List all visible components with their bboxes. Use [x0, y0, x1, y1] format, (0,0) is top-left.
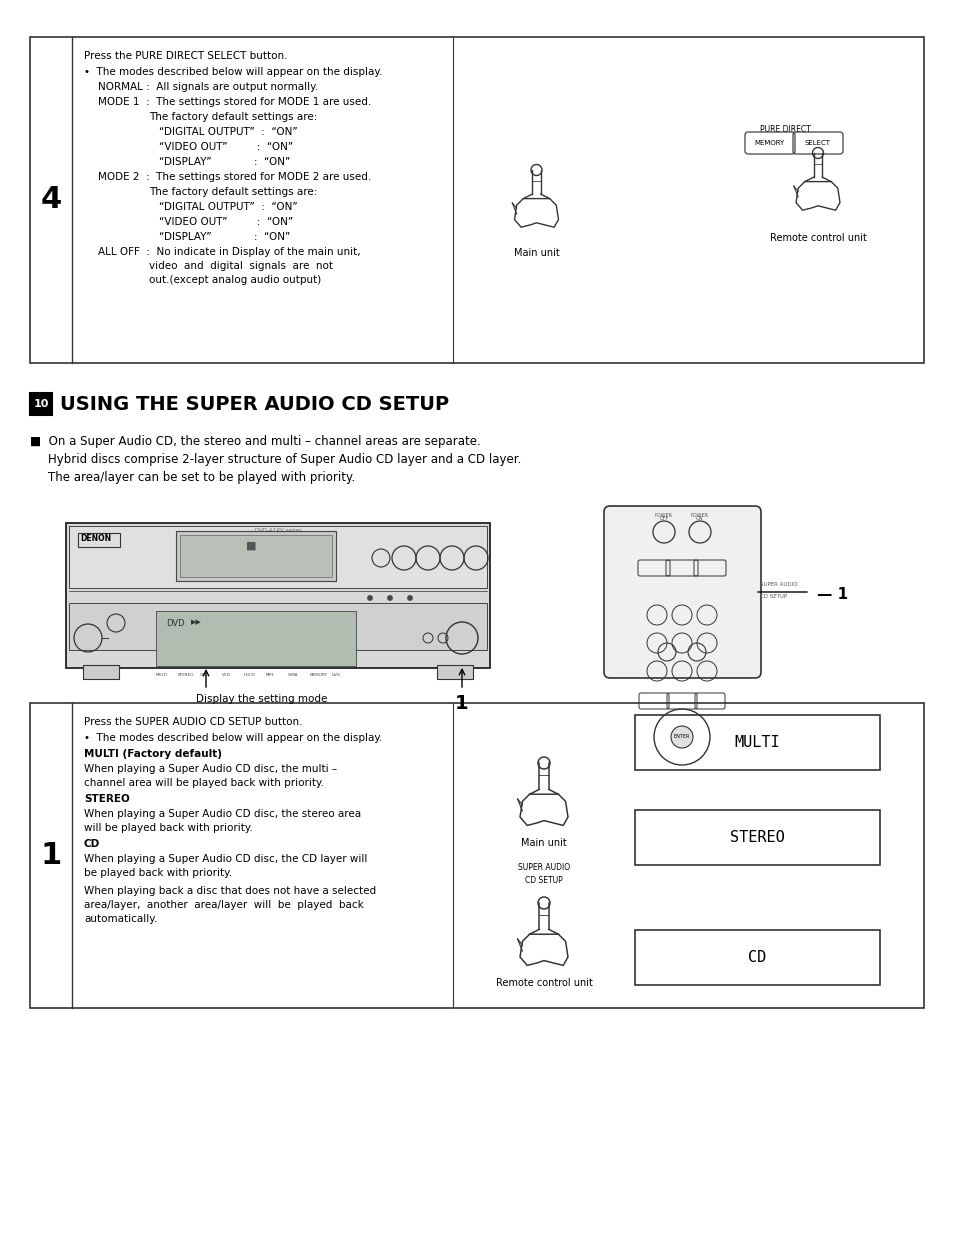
Bar	[635, 930, 879, 985]
Bar	[156, 611, 355, 666]
Bar	[30, 37, 923, 362]
Text: ■: ■	[246, 541, 256, 550]
Text: POWER: POWER	[690, 513, 708, 518]
Text: Hybrid discs comprise 2-layer structure of Super Audio CD layer and a CD layer.: Hybrid discs comprise 2-layer structure …	[48, 453, 521, 466]
Text: VCD: VCD	[222, 673, 231, 677]
Text: “DIGITAL OUTPUT”  :  “ON”: “DIGITAL OUTPUT” : “ON”	[159, 202, 297, 212]
Bar	[175, 531, 335, 581]
Text: Main unit: Main unit	[520, 837, 566, 849]
Text: 4: 4	[40, 186, 62, 214]
Text: NORMAL :  All signals are output normally.: NORMAL : All signals are output normally…	[98, 82, 317, 92]
Text: HDCD: HDCD	[244, 673, 255, 677]
Text: Display the setting mode: Display the setting mode	[195, 694, 327, 704]
Text: “DISPLAY”             :  “ON”: “DISPLAY” : “ON”	[159, 157, 290, 167]
Text: CD SETUP: CD SETUP	[524, 876, 562, 884]
Text: When playing a Super Audio CD disc, the CD layer will: When playing a Super Audio CD disc, the …	[84, 854, 367, 863]
Text: When playing a Super Audio CD disc, the stereo area: When playing a Super Audio CD disc, the …	[84, 809, 361, 819]
Text: OFF: OFF	[659, 516, 668, 521]
Text: •  The modes described below will appear on the display.: • The modes described below will appear …	[84, 67, 382, 77]
Text: USING THE SUPER AUDIO CD SETUP: USING THE SUPER AUDIO CD SETUP	[60, 395, 449, 413]
Text: MEMORY: MEMORY	[310, 673, 328, 677]
Text: 10: 10	[33, 400, 49, 409]
Bar	[635, 715, 879, 769]
Text: CD: CD	[200, 673, 206, 677]
Text: CD: CD	[84, 839, 100, 849]
Text: MODE 2  :  The settings stored for MODE 2 are used.: MODE 2 : The settings stored for MODE 2 …	[98, 172, 371, 182]
Text: automatically.: automatically.	[84, 914, 157, 924]
Bar	[83, 666, 119, 679]
Text: Remote control unit: Remote control unit	[495, 978, 592, 988]
Text: will be played back with priority.: will be played back with priority.	[84, 823, 253, 833]
Text: Press the PURE DIRECT SELECT button.: Press the PURE DIRECT SELECT button.	[84, 51, 287, 61]
FancyBboxPatch shape	[603, 506, 760, 678]
Text: — 1: — 1	[816, 588, 847, 602]
Text: CD SETUP: CD SETUP	[760, 594, 786, 599]
Text: Remote control unit: Remote control unit	[769, 233, 865, 242]
Text: “VIDEO OUT”         :  “ON”: “VIDEO OUT” : “ON”	[159, 142, 293, 152]
Circle shape	[367, 595, 372, 600]
Text: STEREO: STEREO	[729, 830, 784, 845]
Text: MEMORY: MEMORY	[754, 140, 784, 146]
Circle shape	[670, 726, 692, 748]
Text: Press the SUPER AUDIO CD SETUP button.: Press the SUPER AUDIO CD SETUP button.	[84, 717, 302, 727]
Text: be played back with priority.: be played back with priority.	[84, 868, 232, 878]
Bar	[69, 526, 486, 588]
Text: DVD: DVD	[332, 673, 340, 677]
Bar	[635, 810, 879, 865]
Text: The factory default settings are:: The factory default settings are:	[149, 187, 317, 197]
Bar	[30, 703, 923, 1008]
Text: “DIGITAL OUTPUT”  :  “ON”: “DIGITAL OUTPUT” : “ON”	[159, 127, 297, 137]
Text: MULTI: MULTI	[734, 735, 780, 750]
Text: out.(except analog audio output): out.(except analog audio output)	[149, 275, 321, 285]
Text: STEREO: STEREO	[178, 673, 194, 677]
Text: MODE 1  :  The settings stored for MODE 1 are used.: MODE 1 : The settings stored for MODE 1 …	[98, 96, 371, 106]
Text: channel area will be played back with priority.: channel area will be played back with pr…	[84, 778, 324, 788]
Text: ▶▶: ▶▶	[191, 618, 201, 625]
Text: When playing a Super Audio CD disc, the multi –: When playing a Super Audio CD disc, the …	[84, 764, 336, 774]
Text: MULTI: MULTI	[156, 673, 168, 677]
Text: The factory default settings are:: The factory default settings are:	[149, 113, 317, 122]
Text: “VIDEO OUT”         :  “ON”: “VIDEO OUT” : “ON”	[159, 216, 293, 228]
Bar	[78, 533, 120, 547]
Circle shape	[387, 595, 392, 600]
Text: ■  On a Super Audio CD, the stereo and multi – channel areas are separate.: ■ On a Super Audio CD, the stereo and mu…	[30, 435, 480, 448]
Text: DVD: DVD	[166, 618, 185, 628]
Text: PURE DIRECT: PURE DIRECT	[759, 125, 809, 134]
Bar	[180, 534, 332, 576]
Text: SUPER AUDIO: SUPER AUDIO	[517, 863, 570, 872]
Text: ENTER: ENTER	[673, 735, 689, 740]
Text: Main unit: Main unit	[513, 247, 558, 259]
Bar	[66, 523, 490, 668]
Text: When playing back a disc that does not have a selected: When playing back a disc that does not h…	[84, 886, 375, 896]
Text: area/layer,  another  area/layer  will  be  played  back: area/layer, another area/layer will be p…	[84, 901, 363, 910]
Bar	[69, 602, 486, 649]
Text: 1: 1	[455, 694, 468, 713]
Text: MP3: MP3	[266, 673, 274, 677]
Bar	[30, 393, 52, 414]
Text: DENON: DENON	[80, 534, 111, 543]
Text: SELECT: SELECT	[804, 140, 830, 146]
Text: •  The modes described below will appear on the display.: • The modes described below will appear …	[84, 734, 382, 743]
Text: SUPER AUDIO: SUPER AUDIO	[760, 581, 797, 588]
Text: video  and  digital  signals  are  not: video and digital signals are not	[149, 261, 333, 271]
Text: 1: 1	[40, 841, 62, 870]
Bar	[436, 666, 473, 679]
Text: ON: ON	[696, 516, 703, 521]
Text: “DISPLAY”             :  “ON”: “DISPLAY” : “ON”	[159, 233, 290, 242]
Circle shape	[407, 595, 412, 600]
Text: STEREO: STEREO	[84, 794, 130, 804]
Text: WMA: WMA	[288, 673, 298, 677]
Text: CD: CD	[747, 950, 766, 965]
Text: DVD-A1XV series: DVD-A1XV series	[254, 528, 301, 533]
Text: The area/layer can be set to be played with priority.: The area/layer can be set to be played w…	[48, 471, 355, 484]
Text: ALL OFF  :  No indicate in Display of the main unit,: ALL OFF : No indicate in Display of the …	[98, 247, 360, 257]
Text: MULTI (Factory default): MULTI (Factory default)	[84, 748, 222, 760]
Text: POWER: POWER	[655, 513, 672, 518]
